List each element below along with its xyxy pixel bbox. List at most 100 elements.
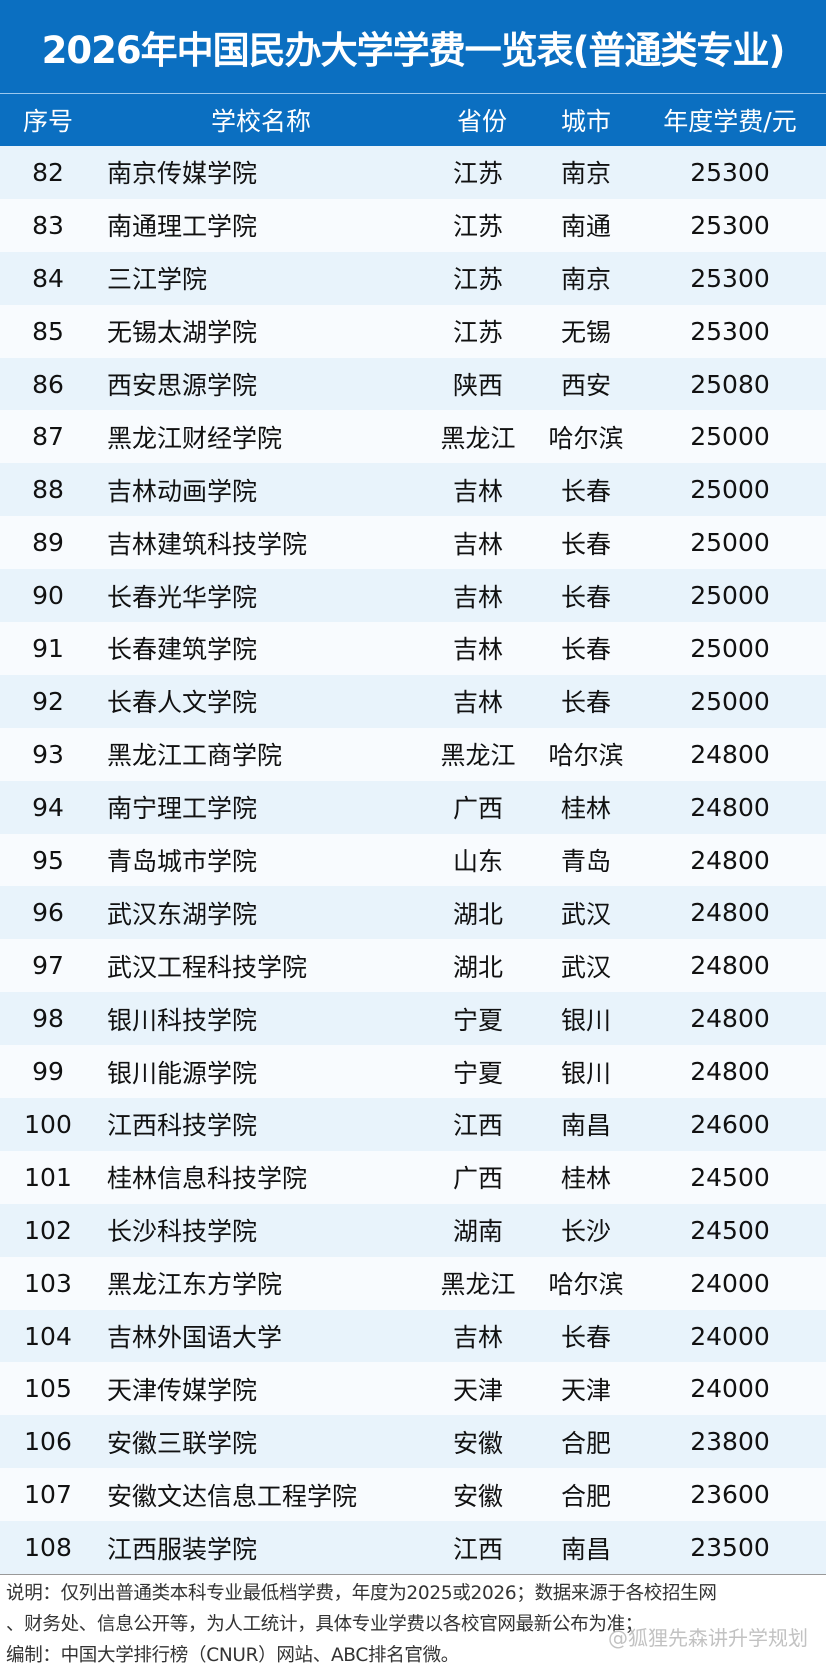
province: 安徽 (452, 1428, 503, 1458)
table-row: 97 武汉工程科技学院 湖北 武汉 24800 (0, 939, 826, 993)
table-row: 100 江西科技学院 江西 南昌 24600 (0, 1098, 826, 1151)
annual-fee: 24800 (690, 1004, 770, 1034)
annual-fee: 24800 (690, 739, 770, 769)
school-name: 桂林信息科技学院 (107, 1164, 308, 1194)
table-row: 92 长春人文学院 吉林 长春 25000 (0, 674, 826, 728)
city: 天津 (560, 1375, 611, 1405)
province: 吉林 (452, 688, 503, 718)
province: 吉林 (452, 1323, 503, 1353)
table-row: 82 南京传媒学院 江苏 南京 25300 (0, 146, 826, 199)
watermark: @狐狸先森讲升学规划 (608, 1626, 808, 1650)
city: 长春 (560, 529, 611, 559)
city: 南昌 (560, 1111, 611, 1141)
school-name: 安徽文达信息工程学院 (107, 1481, 358, 1511)
province: 宁夏 (452, 1058, 503, 1088)
page-title: 2026年中国民办大学学费一览表(普通类专业) (0, 0, 826, 94)
school-name: 吉林动画学院 (107, 476, 258, 506)
annual-fee: 24800 (690, 898, 770, 928)
row-index: 83 (32, 210, 64, 240)
city: 银川 (560, 1058, 611, 1088)
annual-fee: 24000 (690, 1268, 770, 1298)
school-name: 天津传媒学院 (107, 1375, 258, 1405)
footnote-line: 说明：仅列出普通类本科专业最低档学费，年度为2025或2026；数据来源于各校招… (6, 1583, 717, 1604)
city: 长沙 (560, 1217, 611, 1247)
row-index: 89 (32, 528, 64, 558)
annual-fee: 25300 (690, 316, 770, 346)
school-name: 武汉工程科技学院 (107, 952, 308, 982)
table-row: 88 吉林动画学院 吉林 长春 25000 (0, 463, 826, 517)
table-row: 101 桂林信息科技学院 广西 桂林 24500 (0, 1150, 826, 1204)
city: 青岛 (560, 847, 611, 877)
row-index: 104 (24, 1321, 72, 1351)
city: 合肥 (560, 1428, 611, 1458)
annual-fee: 24500 (690, 1162, 770, 1192)
row-index: 101 (24, 1162, 72, 1192)
school-name: 长春建筑学院 (107, 635, 258, 665)
table-row: 108 江西服装学院 江西 南昌 23500 (0, 1521, 826, 1575)
row-index: 87 (32, 422, 64, 452)
annual-fee: 23600 (690, 1480, 770, 1510)
province: 吉林 (452, 582, 503, 612)
row-index: 84 (32, 263, 64, 293)
annual-fee: 25000 (690, 475, 770, 505)
city: 哈尔滨 (548, 423, 624, 453)
city: 南通 (560, 212, 611, 242)
annual-fee: 25300 (690, 263, 770, 293)
row-index: 107 (24, 1480, 72, 1510)
school-name: 吉林建筑科技学院 (107, 529, 308, 559)
school-name: 西安思源学院 (107, 371, 258, 400)
row-index: 108 (24, 1533, 72, 1563)
row-index: 105 (24, 1374, 72, 1404)
school-name: 武汉东湖学院 (107, 899, 258, 929)
row-index: 103 (24, 1268, 72, 1298)
province: 吉林 (452, 529, 503, 559)
city: 南京 (560, 159, 611, 189)
column-header-school: 学校名称 (210, 107, 311, 136)
row-index: 96 (32, 898, 64, 928)
school-name: 江西服装学院 (107, 1534, 258, 1564)
city: 长春 (560, 1323, 611, 1353)
school-name: 长沙科技学院 (107, 1217, 258, 1247)
row-index: 98 (32, 1004, 64, 1034)
table-row: 87 黑龙江财经学院 黑龙江 哈尔滨 25000 (0, 410, 826, 464)
annual-fee: 24800 (690, 1057, 770, 1087)
table-row: 107 安徽文达信息工程学院 安徽 合肥 23600 (0, 1468, 826, 1522)
school-name: 南通理工学院 (107, 212, 258, 242)
province: 黑龙江 (440, 1270, 516, 1300)
province: 黑龙江 (440, 741, 516, 771)
column-header-city: 城市 (560, 107, 611, 136)
table-row: 94 南宁理工学院 广西 桂林 24800 (0, 780, 826, 834)
province: 湖北 (452, 899, 503, 929)
city: 桂林 (560, 1164, 611, 1194)
school-name: 黑龙江工商学院 (107, 741, 283, 771)
row-index: 100 (24, 1109, 72, 1139)
row-index: 99 (32, 1057, 64, 1087)
province: 江苏 (452, 159, 503, 189)
table-body: 82 南京传媒学院 江苏 南京 25300 83 南通理工学院 江苏 南通 25300 84 三江学院… (0, 146, 826, 1575)
city: 南昌 (560, 1534, 611, 1564)
table-row: 93 黑龙江工商学院 黑龙江 哈尔滨 24800 (0, 727, 826, 781)
province: 山东 (452, 847, 503, 877)
city: 合肥 (560, 1481, 611, 1511)
column-header-province: 省份 (456, 107, 507, 136)
annual-fee: 24000 (690, 1374, 770, 1404)
table-row: 104 吉林外国语大学 吉林 长春 24000 (0, 1309, 826, 1363)
province: 湖南 (452, 1217, 503, 1247)
annual-fee: 23800 (690, 1427, 770, 1457)
province: 天津 (452, 1375, 503, 1405)
table-row: 103 黑龙江东方学院 黑龙江 哈尔滨 24000 (0, 1256, 826, 1310)
annual-fee: 24800 (690, 792, 770, 822)
city: 武汉 (560, 899, 611, 929)
province: 安徽 (452, 1481, 503, 1511)
annual-fee: 24800 (690, 845, 770, 875)
row-index: 102 (24, 1215, 72, 1245)
row-index: 94 (32, 792, 64, 822)
school-name: 南京传媒学院 (107, 159, 258, 189)
table-row: 83 南通理工学院 江苏 南通 25300 (0, 198, 826, 252)
annual-fee: 23500 (690, 1533, 770, 1563)
table-row: 86 西安思源学院 陕西 西安 25080 (0, 357, 826, 411)
table-row: 90 长春光华学院 吉林 长春 25000 (0, 569, 826, 623)
school-name: 银川能源学院 (107, 1058, 258, 1088)
province: 吉林 (452, 635, 503, 665)
province: 江苏 (452, 212, 503, 242)
